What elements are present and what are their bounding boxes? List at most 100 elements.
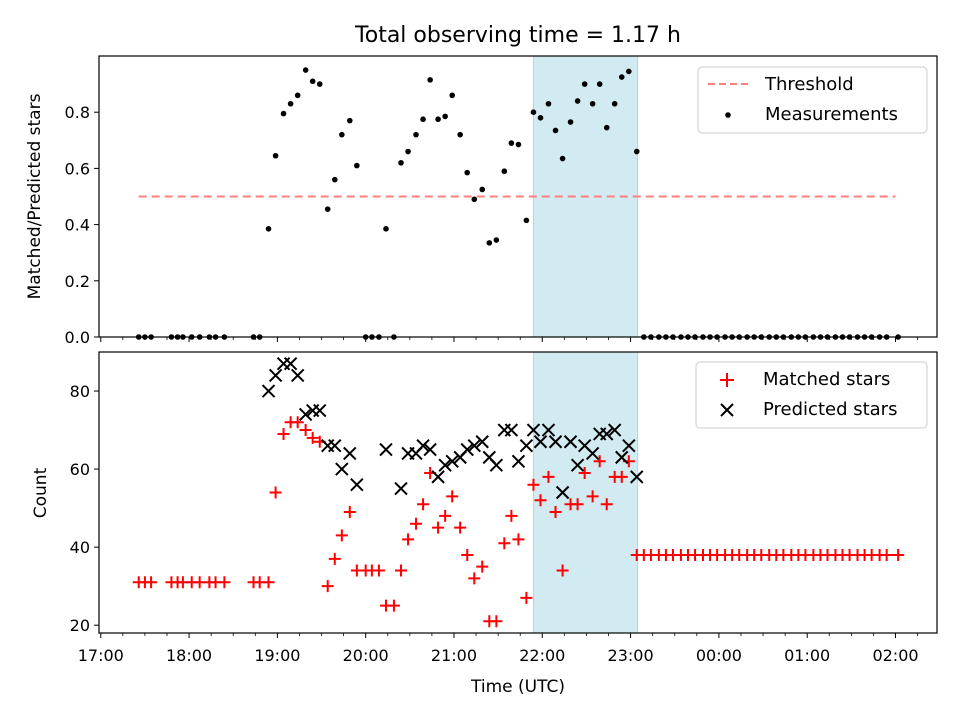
measurement-point [346, 117, 353, 124]
predicted-stars-marker [533, 435, 548, 449]
ratio-plot-frame [98, 55, 938, 338]
ratio-legend: Threshold Measurements [697, 66, 928, 134]
measurement-point [574, 98, 581, 104]
measurement-point [435, 116, 441, 123]
predicted-stars-marker [313, 403, 327, 418]
x-tick-label: 22:00 [519, 646, 565, 665]
measurement-point [265, 226, 272, 232]
measurement-point [413, 131, 419, 138]
measurement-point [530, 109, 537, 115]
predicted-stars-marker [511, 454, 526, 468]
matched-stars-marker [880, 548, 893, 561]
matched-stars-marker [343, 506, 356, 519]
matched-stars-marker [520, 591, 533, 604]
measurement-point [596, 81, 603, 87]
matched-stars-marker [534, 494, 547, 507]
matched-stars-marker [432, 521, 445, 534]
predicted-stars-marker [548, 435, 563, 449]
matched-stars-marker [277, 427, 290, 440]
matched-stars-marker [556, 564, 569, 577]
measurement-point [493, 237, 500, 243]
measurement-point [545, 100, 552, 107]
matched-stars-marker [372, 564, 385, 577]
x-tick-label: 19:00 [254, 646, 300, 665]
count-plot-frame [98, 351, 938, 634]
measurement-point [383, 226, 389, 232]
measurement-point [515, 141, 522, 148]
predicted-stars-marker [343, 446, 357, 461]
measurement-point [398, 159, 404, 166]
matched-stars-marker [306, 431, 319, 444]
predicted-stars-marker [519, 438, 534, 453]
predicted-stars-marker [394, 481, 408, 496]
matched-stars-marker [446, 490, 459, 503]
measurement-point [427, 77, 433, 83]
matched-legend-marker [720, 373, 734, 387]
measurement-point [626, 68, 632, 75]
predicted-stars-marker [431, 470, 445, 484]
matched-stars-marker [571, 498, 584, 511]
y-tick-label: 0.0 [65, 328, 90, 347]
matched-stars-marker [586, 490, 599, 503]
predicted-stars-marker [563, 435, 578, 449]
measurement-point [354, 162, 360, 169]
matched-stars-marker [394, 564, 407, 577]
matched-stars-marker [578, 466, 591, 479]
matched-stars-marker [490, 615, 503, 628]
y-tick-label: 0.8 [65, 103, 90, 122]
predicted-stars-marker [460, 442, 474, 457]
y-tick-label: 80 [70, 382, 90, 401]
matched-stars-marker [454, 521, 467, 534]
count-legend-box [695, 361, 928, 429]
matched-stars-marker [461, 548, 474, 561]
measurement-point [589, 100, 596, 107]
predicted-stars-marker [283, 357, 298, 371]
predicted-stars-marker [526, 423, 541, 437]
predicted-stars-marker [261, 384, 276, 398]
predicted-legend-label: Predicted stars [763, 399, 897, 420]
y-tick-label: 0.4 [65, 216, 90, 235]
predicted-stars-marker [570, 458, 585, 472]
matched-stars-marker [299, 424, 312, 437]
figure-title: Total observing time = 1.17 h [354, 23, 681, 48]
measurement-point [501, 168, 508, 175]
measurement-point [567, 119, 574, 125]
count-panel: 17:00 18:00 19:00 20:00 21:00 22:00 23:00 00:00… [31, 351, 938, 697]
predicted-stars-marker [555, 485, 570, 500]
matched-stars-marker [542, 470, 555, 483]
measurements-legend-marker [725, 112, 731, 118]
y-tick-label: 0.6 [65, 159, 90, 178]
measurement-point [611, 100, 618, 107]
matched-stars-marker [439, 509, 452, 522]
predicted-stars-marker [438, 458, 452, 472]
measurement-point [405, 148, 411, 155]
measurement-point [552, 127, 559, 134]
predicted-stars-marker [268, 368, 283, 383]
predicted-stars-marker [585, 446, 600, 461]
matched-stars-marker [262, 576, 275, 589]
y-tick-label: 0.2 [65, 272, 90, 291]
x-tick-label: 18:00 [166, 646, 212, 665]
predicted-stars-marker [379, 442, 393, 457]
matched-stars-marker [218, 576, 231, 589]
matched-stars-marker [145, 576, 158, 589]
observing-window-shade [532, 351, 639, 634]
measurement-point [523, 217, 530, 224]
count-legend: Matched stars Predicted stars [695, 361, 928, 429]
x-tick-label: 20:00 [343, 646, 389, 665]
predicted-stars-marker [541, 423, 556, 437]
predicted-stars-marker [298, 407, 313, 422]
measurement-point [324, 206, 331, 212]
predicted-stars-marker [607, 423, 622, 437]
matched-stars-marker [335, 529, 348, 542]
measurement-point [618, 74, 625, 80]
matched-stars-marker [892, 548, 905, 561]
matched-stars-marker [321, 580, 334, 593]
ratio-panel: 0.00.20.40.60.8 Matched/Predicted stars … [25, 55, 938, 347]
predicted-stars-marker [290, 368, 305, 383]
matched-stars-marker [291, 416, 304, 429]
predicted-legend-marker [720, 403, 734, 417]
x-tick-label: 21:00 [431, 646, 477, 665]
matched-stars-marker [269, 486, 282, 499]
